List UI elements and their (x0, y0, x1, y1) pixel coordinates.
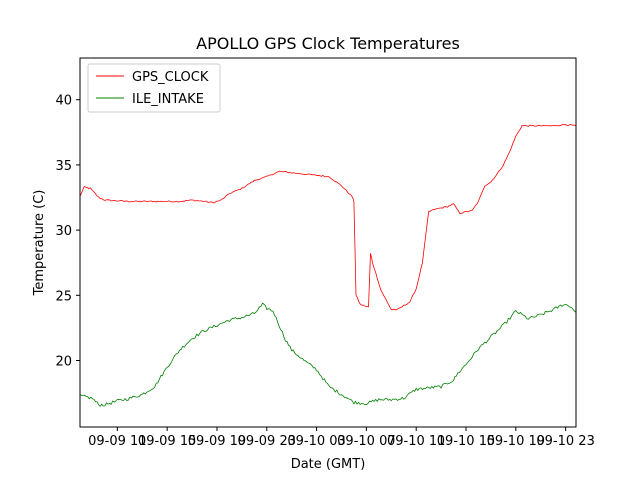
x-tick-label: 09-10 19 (487, 434, 545, 449)
x-tick-label: 09-09 19 (188, 434, 246, 449)
legend-label-gps-clock: GPS_CLOCK (132, 70, 209, 85)
x-tick-label: 09-10 15 (437, 434, 495, 449)
y-tick-label: 35 (55, 159, 72, 174)
x-tick-label: 09-10 11 (387, 434, 445, 449)
x-tick-label: 09-09 23 (238, 434, 296, 449)
legend: GPS_CLOCK ILE_INTAKE (87, 63, 221, 113)
y-tick-label: 40 (55, 94, 72, 109)
y-tick-label: 25 (55, 289, 72, 304)
y-axis: 20 25 30 35 40 (55, 94, 80, 370)
chart-title: APOLLO GPS Clock Temperatures (196, 34, 460, 53)
plot-frame (79, 57, 577, 428)
legend-label-ile-intake: ILE_INTAKE (132, 92, 204, 107)
x-tick-label: 09-10 03 (287, 434, 345, 449)
series-line-gps-clock (79, 123, 577, 311)
series-line-ile-intake (79, 302, 577, 407)
y-tick-label: 20 (55, 355, 72, 370)
y-tick-label: 30 (55, 224, 72, 239)
x-tick-label: 09-10 07 (337, 434, 395, 449)
x-tick-label: 09-09 11 (88, 434, 146, 449)
x-axis-label: Date (GMT) (291, 457, 366, 472)
plot-area (79, 57, 577, 428)
y-axis-label: Temperature (C) (32, 190, 47, 297)
x-tick-label: 09-09 15 (138, 434, 196, 449)
series-layer (79, 123, 577, 407)
x-tick-label: 09-10 23 (536, 434, 594, 449)
